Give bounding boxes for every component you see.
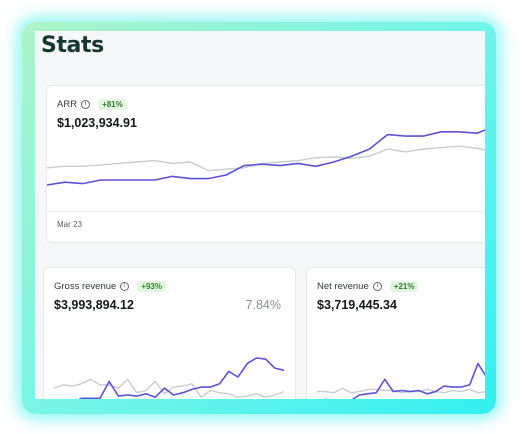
stats-screen: Stats ARR i +81% $1,023,934.91 Mar 23 Gr…: [35, 31, 485, 399]
arr-chart-divider: [47, 211, 485, 212]
net-current-line: [324, 362, 485, 399]
net-revenue-header: Net revenue i +21%: [317, 281, 419, 292]
net-revenue-change-badge: +21%: [389, 281, 419, 292]
gross-revenue-label: Gross revenue: [54, 281, 117, 292]
net-comparison-line: [317, 387, 485, 394]
arr-value: $1,023,934.91: [57, 116, 137, 130]
arr-date-label: Mar 23: [57, 220, 82, 229]
arr-label: ARR: [57, 99, 78, 110]
gross-comparison-line: [53, 378, 285, 398]
gross-revenue-percent: 7.84%: [245, 298, 281, 312]
info-icon[interactable]: i: [81, 100, 91, 109]
page-title: Stats: [41, 33, 104, 58]
gross-revenue-header: Gross revenue i +93%: [54, 281, 166, 292]
info-icon[interactable]: i: [120, 282, 130, 291]
net-revenue-value: $3,719,445.34: [317, 298, 397, 312]
info-icon[interactable]: i: [372, 282, 382, 291]
gross-revenue-value: $3,993,894.12: [54, 298, 134, 312]
arr-change-badge: +81%: [98, 99, 127, 110]
gross-revenue-change-badge: +93%: [137, 281, 166, 292]
gross-revenue-card[interactable]: Gross revenue i +93% $3,993,894.12 7.84%: [43, 267, 296, 399]
arr-line-chart: [46, 129, 485, 186]
gross-current-line: [78, 357, 285, 399]
arr-card-header: ARR i +81%: [57, 99, 127, 110]
gross-revenue-line-chart: [53, 357, 285, 399]
net-revenue-line-chart: [317, 362, 485, 399]
arr-current-line: [46, 129, 485, 186]
net-revenue-card[interactable]: Net revenue i +21% $3,719,445.34: [306, 267, 485, 399]
arr-card[interactable]: ARR i +81% $1,023,934.91 Mar 23: [46, 85, 485, 243]
net-revenue-label: Net revenue: [317, 281, 369, 292]
arr-comparison-line: [46, 145, 485, 172]
